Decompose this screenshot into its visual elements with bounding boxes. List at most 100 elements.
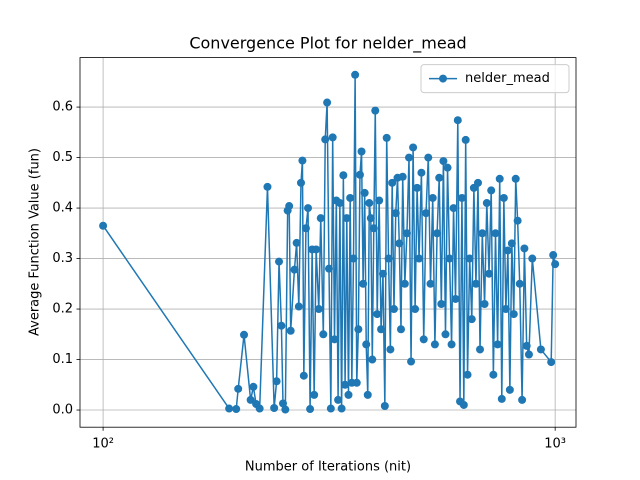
point: [461, 135, 470, 144]
point: [330, 335, 339, 344]
point: [507, 239, 516, 248]
point: [396, 325, 405, 334]
point: [471, 279, 480, 288]
point: [354, 325, 363, 334]
point: [346, 193, 355, 202]
point: [355, 170, 364, 179]
point: [263, 182, 272, 191]
point: [511, 174, 520, 183]
point: [272, 377, 281, 386]
point: [339, 171, 348, 180]
point: [337, 404, 346, 413]
point: [362, 340, 371, 349]
point: [368, 355, 377, 364]
point: [326, 404, 335, 413]
point: [395, 239, 404, 248]
point: [249, 382, 258, 391]
point: [441, 330, 450, 339]
plot-frame: [79, 57, 577, 428]
point: [491, 229, 500, 238]
point: [335, 199, 344, 208]
point: [375, 196, 384, 205]
point: [457, 193, 466, 202]
point: [278, 399, 287, 408]
point: [386, 345, 395, 354]
point: [413, 183, 422, 192]
point: [255, 404, 264, 413]
point: [99, 221, 108, 230]
point: [298, 156, 307, 165]
point: [240, 330, 249, 339]
point: [277, 321, 286, 330]
point: [424, 153, 433, 162]
point: [473, 178, 482, 187]
legend-label: nelder_mead: [465, 71, 550, 86]
point: [378, 269, 387, 278]
point: [388, 178, 397, 187]
point: [515, 279, 524, 288]
point: [453, 116, 462, 125]
point: [323, 98, 332, 107]
point: [360, 188, 369, 197]
point: [290, 265, 299, 274]
point: [549, 251, 558, 260]
point: [547, 358, 556, 367]
y-tick-label: 0.6: [52, 100, 73, 115]
point: [270, 404, 279, 413]
point: [384, 254, 393, 263]
legend-box: [420, 64, 570, 94]
x-tick-label: 10³: [544, 437, 566, 452]
point: [304, 204, 313, 213]
point: [522, 341, 531, 350]
point: [489, 370, 498, 379]
point: [296, 178, 305, 187]
y-tick-label: 0.4: [52, 201, 73, 216]
point: [447, 340, 456, 349]
point: [285, 202, 294, 211]
point: [369, 224, 378, 233]
point: [485, 269, 494, 278]
point: [551, 260, 560, 269]
point: [357, 147, 366, 156]
point: [439, 157, 448, 166]
point: [246, 395, 255, 404]
point: [499, 193, 508, 202]
point: [363, 390, 372, 399]
point: [528, 254, 537, 263]
point: [465, 254, 474, 263]
point: [435, 173, 444, 182]
point: [536, 345, 545, 354]
point: [524, 350, 533, 359]
point: [316, 214, 325, 223]
point: [449, 204, 458, 213]
point: [478, 229, 487, 238]
point: [301, 224, 310, 233]
chart-title: Convergence Plot for nelder_mead: [189, 34, 466, 54]
point: [501, 305, 510, 314]
point: [373, 310, 382, 319]
point: [344, 390, 353, 399]
point: [225, 404, 234, 413]
point: [398, 172, 407, 181]
point: [426, 279, 435, 288]
point: [391, 209, 400, 218]
point: [459, 400, 468, 409]
point: [334, 395, 343, 404]
point: [324, 264, 333, 273]
point: [405, 153, 414, 162]
x-tick-label: 10²: [92, 437, 114, 452]
point: [352, 378, 361, 387]
point: [306, 405, 315, 414]
point: [341, 380, 350, 389]
point: [359, 279, 368, 288]
point: [281, 405, 290, 414]
point: [275, 257, 284, 266]
point: [389, 305, 398, 314]
point: [365, 199, 374, 208]
point: [430, 340, 439, 349]
point: [493, 340, 502, 349]
point: [407, 357, 416, 366]
point: [417, 168, 426, 177]
y-axis-label: Average Function Value (fun): [28, 148, 43, 336]
point: [451, 294, 460, 303]
